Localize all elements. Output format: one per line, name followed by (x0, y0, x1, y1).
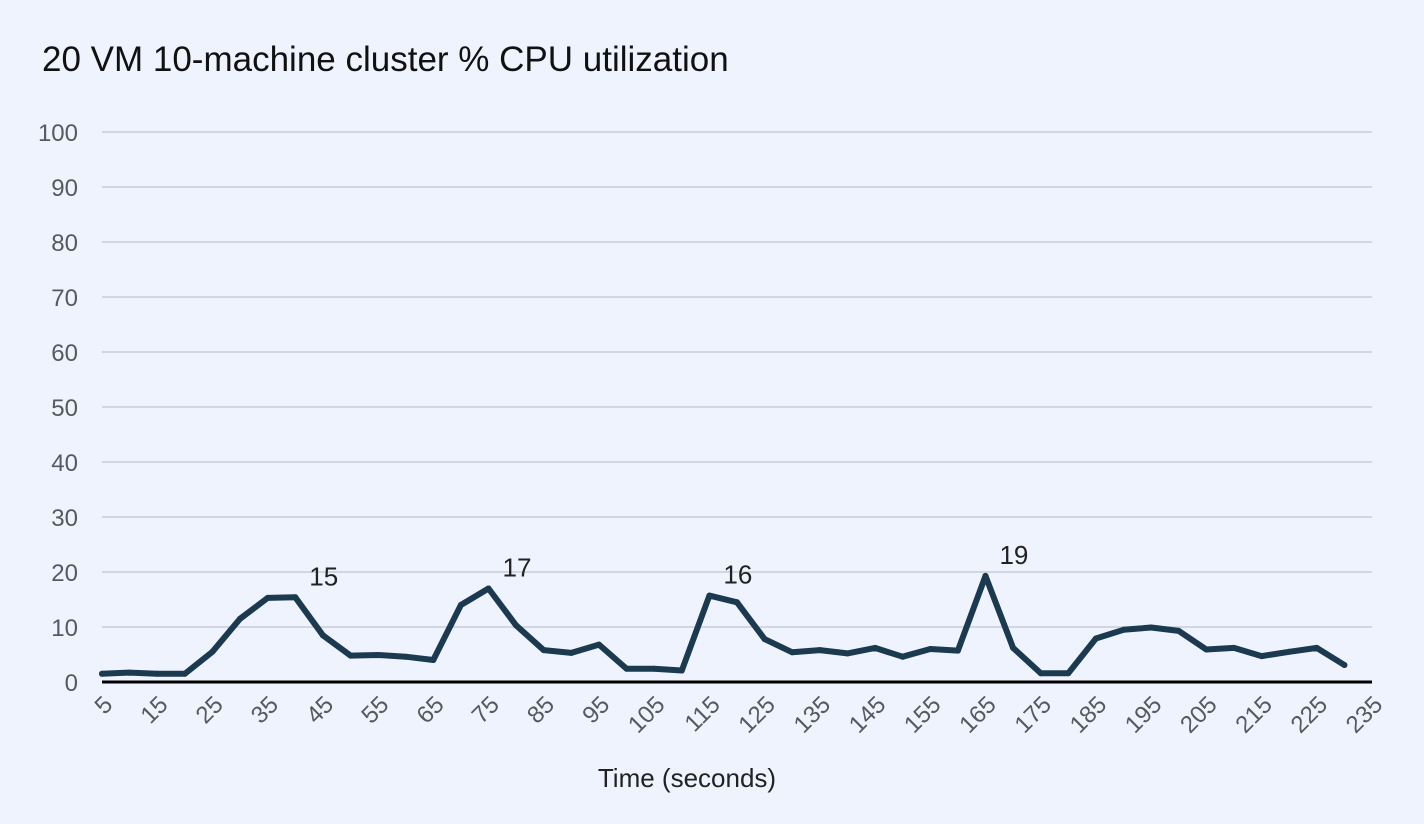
data-point-20 (181, 670, 188, 677)
y-tick-label-80: 80 (51, 230, 78, 257)
data-point-215 (1258, 653, 1265, 660)
x-tick-label-65: 65 (412, 691, 450, 729)
y-tick-label-50: 50 (51, 395, 78, 422)
x-tick-label-55: 55 (356, 691, 394, 729)
x-tick-label-145: 145 (844, 691, 891, 738)
data-labels: 15 17 16 19 (309, 540, 1028, 591)
data-point-175 (1037, 670, 1044, 677)
x-tick-label-25: 25 (191, 691, 229, 729)
data-point-230 (1341, 661, 1348, 668)
x-tick-label-175: 175 (1010, 691, 1057, 738)
data-point-125 (761, 636, 768, 643)
data-point-130 (789, 649, 796, 656)
x-tick-label-235: 235 (1341, 691, 1388, 738)
data-point-120 (734, 599, 740, 606)
data-point-60 (402, 653, 409, 660)
data-point-30 (237, 615, 244, 622)
grid-lines (102, 131, 1372, 628)
data-point-180 (1065, 670, 1072, 677)
data-point-145 (872, 644, 879, 651)
x-tick-label-5: 5 (90, 691, 119, 720)
data-point-80 (513, 622, 520, 629)
x-axis-title: Time (seconds) (598, 763, 776, 793)
data-point-100 (623, 665, 630, 672)
y-tick-label-30: 30 (51, 505, 78, 532)
x-tick-label-75: 75 (467, 691, 505, 729)
data-point-190 (1120, 626, 1127, 633)
y-tick-label-10: 10 (51, 615, 78, 642)
y-tick-label-90: 90 (51, 175, 78, 202)
data-point-135 (816, 647, 823, 654)
data-point-35 (264, 594, 271, 601)
data-point-170 (1010, 644, 1017, 651)
y-tick-label-60: 60 (51, 340, 78, 367)
data-point-85 (540, 647, 547, 654)
data-point-220 (1286, 648, 1293, 655)
y-axis-ticks: 0 10 20 30 40 50 60 70 80 90 100 (38, 120, 78, 697)
data-point-205 (1203, 646, 1210, 653)
data-point-10 (126, 669, 133, 676)
data-point-105 (651, 665, 658, 672)
x-tick-label-105: 105 (623, 691, 670, 738)
x-tick-label-165: 165 (954, 691, 1001, 738)
data-point-195 (1148, 624, 1155, 631)
data-point-70 (457, 602, 464, 608)
x-tick-label-215: 215 (1230, 691, 1277, 738)
data-label-40: 15 (309, 561, 338, 591)
x-tick-label-95: 95 (577, 691, 615, 729)
data-point-55 (375, 652, 382, 659)
x-tick-label-125: 125 (733, 691, 780, 738)
data-point-200 (1175, 627, 1182, 634)
x-tick-label-35: 35 (246, 691, 284, 729)
data-label-165: 19 (999, 540, 1028, 570)
x-tick-label-85: 85 (522, 691, 560, 729)
data-point-115 (706, 592, 713, 599)
series-line-0 (99, 572, 1348, 677)
y-tick-label-0: 0 (65, 670, 78, 697)
data-point-40 (292, 594, 299, 601)
y-tick-label-100: 100 (38, 120, 78, 147)
data-point-110 (678, 667, 685, 674)
x-tick-label-225: 225 (1286, 691, 1333, 738)
data-point-50 (347, 652, 354, 659)
data-point-210 (1230, 644, 1237, 651)
x-axis-ticks: 5 15 25 35 45 55 65 75 85 95 105 115 125 135 145 155 165… (90, 691, 1389, 738)
data-point-185 (1092, 635, 1099, 642)
data-point-165 (982, 572, 989, 579)
data-point-25 (209, 648, 216, 655)
y-tick-label-70: 70 (51, 285, 78, 312)
x-tick-label-195: 195 (1120, 691, 1167, 738)
data-point-160 (954, 647, 961, 654)
data-point-65 (430, 657, 437, 663)
x-tick-label-15: 15 (135, 691, 173, 729)
data-label-75: 17 (503, 553, 532, 583)
data-point-45 (319, 632, 326, 639)
x-tick-label-155: 155 (899, 691, 946, 738)
x-tick-label-185: 185 (1065, 691, 1112, 738)
data-point-15 (154, 670, 161, 677)
x-tick-label-205: 205 (1175, 691, 1222, 738)
data-point-140 (844, 650, 851, 657)
y-tick-label-40: 40 (51, 450, 78, 477)
series-group (99, 572, 1348, 677)
x-tick-label-115: 115 (679, 691, 725, 737)
chart-title: 20 VM 10-machine cluster % CPU utilizati… (42, 40, 729, 79)
data-label-115: 16 (723, 560, 752, 590)
data-point-95 (595, 641, 602, 648)
x-tick-label-45: 45 (301, 691, 339, 729)
x-tick-label-135: 135 (789, 691, 836, 738)
data-point-225 (1313, 644, 1320, 651)
y-tick-label-20: 20 (51, 560, 78, 587)
data-point-75 (485, 585, 492, 592)
data-point-5 (99, 670, 105, 677)
data-point-90 (568, 649, 575, 656)
data-point-155 (927, 646, 934, 652)
data-point-150 (899, 653, 906, 660)
